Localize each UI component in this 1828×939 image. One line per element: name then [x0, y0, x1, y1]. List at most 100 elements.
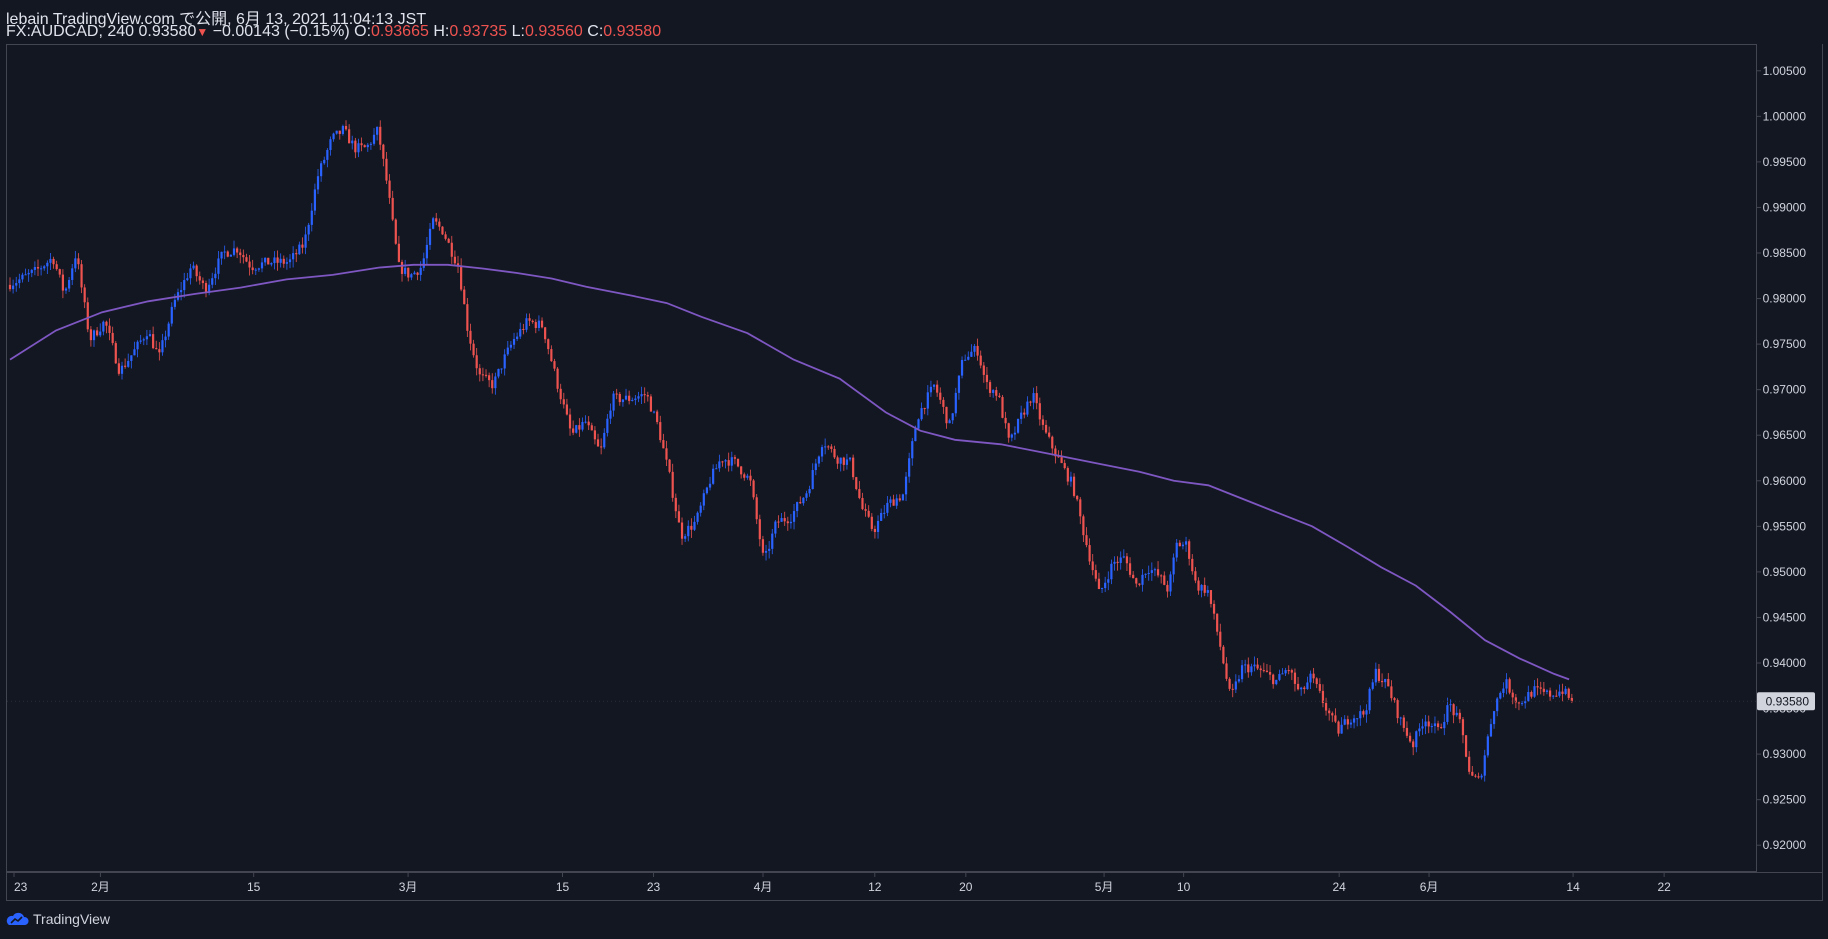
candle-body [973, 345, 976, 352]
candle-body [671, 471, 674, 498]
candle-body [1004, 417, 1007, 424]
candle-body [1300, 687, 1303, 690]
candle-body [400, 261, 404, 274]
price-tick-label: 0.95000 [1763, 565, 1807, 579]
candle-body [1125, 556, 1129, 564]
candle-body [102, 321, 105, 332]
candle-body [696, 512, 699, 522]
candle-body [15, 283, 18, 286]
candle-body [394, 219, 397, 244]
candle-body [939, 392, 942, 400]
candle-body [562, 399, 565, 405]
candle-body [920, 408, 923, 420]
candle-body [232, 248, 236, 255]
candle-body [1415, 731, 1418, 748]
candle-body [1094, 570, 1097, 579]
candle-body [478, 368, 481, 375]
candle-body [74, 258, 77, 269]
candle-body [593, 430, 597, 440]
candle-body [481, 374, 485, 376]
candle-body [715, 468, 718, 470]
tradingview-logo[interactable]: TradingView [5, 911, 110, 927]
candle-body [864, 509, 867, 511]
candle-body [1402, 717, 1405, 728]
candle-body [1060, 457, 1063, 464]
candle-body [970, 351, 973, 357]
candles-layer [8, 120, 1573, 782]
candle-body [92, 330, 96, 341]
candle-body [752, 480, 755, 498]
price-tick-label: 0.96500 [1763, 428, 1807, 442]
candle-body [1212, 603, 1216, 614]
candle-body [1135, 578, 1138, 584]
candle-body [1318, 684, 1321, 691]
candle-body [217, 258, 220, 274]
candle-body [1119, 557, 1122, 563]
candle-body [435, 218, 438, 222]
candle-body [124, 365, 127, 367]
candle-body [214, 273, 217, 279]
candle-body [1464, 735, 1468, 757]
candle-body [1132, 574, 1135, 579]
candle-body [1548, 690, 1552, 697]
candle-body [329, 139, 332, 150]
candle-body [1253, 664, 1256, 667]
candle-body [820, 447, 824, 457]
candle-body [708, 483, 712, 488]
candle-body [1240, 665, 1244, 680]
candle-body [736, 458, 740, 467]
candle-body [1272, 674, 1275, 685]
candle-body [1433, 723, 1437, 727]
candle-body [1072, 476, 1076, 496]
candle-body [301, 244, 304, 248]
candle-body [341, 126, 345, 134]
candle-body [1362, 711, 1365, 715]
price-axis-separator [1756, 44, 1757, 872]
candle-body [960, 359, 964, 376]
candle-body [43, 266, 46, 269]
candle-body [139, 340, 142, 342]
brand-name: TradingView [33, 911, 111, 927]
price-tick-label: 0.98000 [1763, 292, 1807, 306]
candle-body [288, 259, 292, 263]
price-tick-label: 0.97500 [1763, 337, 1807, 351]
candle-body [764, 550, 768, 553]
candle-body [783, 518, 786, 522]
candle-body [310, 210, 313, 225]
candle-body [49, 258, 52, 263]
candle-body [967, 356, 970, 360]
candle-body [1440, 727, 1443, 729]
candle-body [469, 330, 472, 344]
candle-body [684, 536, 687, 539]
candle-body [1113, 561, 1116, 564]
candle-body [1290, 670, 1293, 673]
time-tick-label: 14 [1566, 880, 1580, 894]
candle-body [372, 134, 376, 144]
candle-body [1471, 771, 1474, 776]
candle-body [774, 521, 777, 534]
candle-body [357, 143, 360, 153]
candle-body [273, 257, 276, 264]
candle-body [618, 393, 621, 403]
candle-body [954, 392, 957, 414]
candle-body [1181, 544, 1185, 547]
time-tick-label: 23 [647, 880, 661, 894]
candle-body [556, 368, 559, 389]
price-tick-label: 0.92500 [1763, 793, 1807, 807]
candle-body [1228, 678, 1231, 689]
candle-body [1219, 631, 1222, 647]
candle-body [1564, 688, 1567, 694]
candle-body [276, 257, 279, 263]
candle-body [1561, 691, 1564, 694]
candle-body [40, 268, 43, 270]
candle-body [581, 421, 584, 430]
candle-body [908, 458, 911, 477]
candle-body [12, 285, 15, 290]
open-label: O: [354, 23, 372, 40]
candle-body [584, 421, 587, 423]
last-price-tag [1757, 692, 1815, 711]
candle-body [852, 457, 855, 478]
candle-body [1141, 574, 1144, 585]
time-axis: 23 2月 15 3月 15 23 4月 12 20 5月 10 24 6月 14 22 [13, 872, 1671, 894]
